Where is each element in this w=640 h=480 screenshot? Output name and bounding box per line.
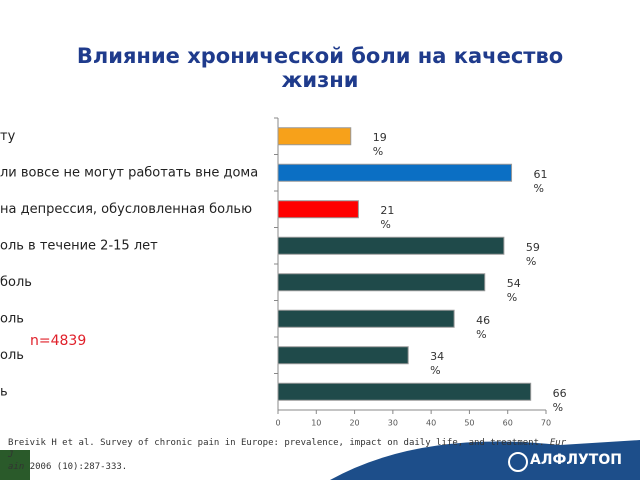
value-label: 34 % [430,350,445,378]
bar [277,236,505,255]
category-label: ь [0,384,8,399]
category-label: ли вовсе не могут работать вне дома [0,165,258,180]
journal: ain [8,462,25,472]
x-tick-label: 10 [311,419,321,428]
wave-decoration [330,440,640,480]
x-tick-label: 0 [275,419,280,428]
value-label: 21 % [380,204,395,232]
corner-block [0,450,30,480]
sample-size: n=4839 [30,333,87,349]
value-label: 46 % [476,313,491,341]
logo-icon [508,452,528,472]
x-tick-label: 60 [503,419,513,428]
category-label: боль [0,275,32,290]
category-label: на депрессия, обусловленная болью [0,202,252,217]
bar [277,309,455,328]
logo: АЛФЛУТОП [530,452,622,468]
bar [277,200,359,219]
bar [277,163,513,182]
category-label: оль [0,348,24,363]
value-label: 19 % [372,131,387,159]
slide-title: Влияние хронической боли на качество жиз… [76,44,564,92]
category-label: оль в течение 2-15 лет [0,238,158,253]
bar [277,346,409,365]
category-label: оль [0,311,24,326]
value-label: 61 % [533,167,548,195]
bar [277,382,532,401]
x-tick-label: 20 [349,419,359,428]
x-tick-label: 30 [388,419,398,428]
x-tick-label: 70 [541,419,551,428]
x-tick-label: 50 [464,419,474,428]
citation: Breivik H et al. Survey of chronic pain … [8,438,545,448]
x-tick-label: 40 [426,419,436,428]
value-label: 54 % [506,277,521,305]
footnote: Breivik H et al. Survey of chronic pain … [8,437,568,473]
value-label: 66 % [552,386,567,414]
bar [277,273,486,292]
reference: 2006 (10):287-333. [29,462,128,472]
bar [277,127,352,146]
journal: Eur J [8,438,567,460]
value-label: 59 % [525,240,540,268]
category-label: ту [0,129,16,144]
